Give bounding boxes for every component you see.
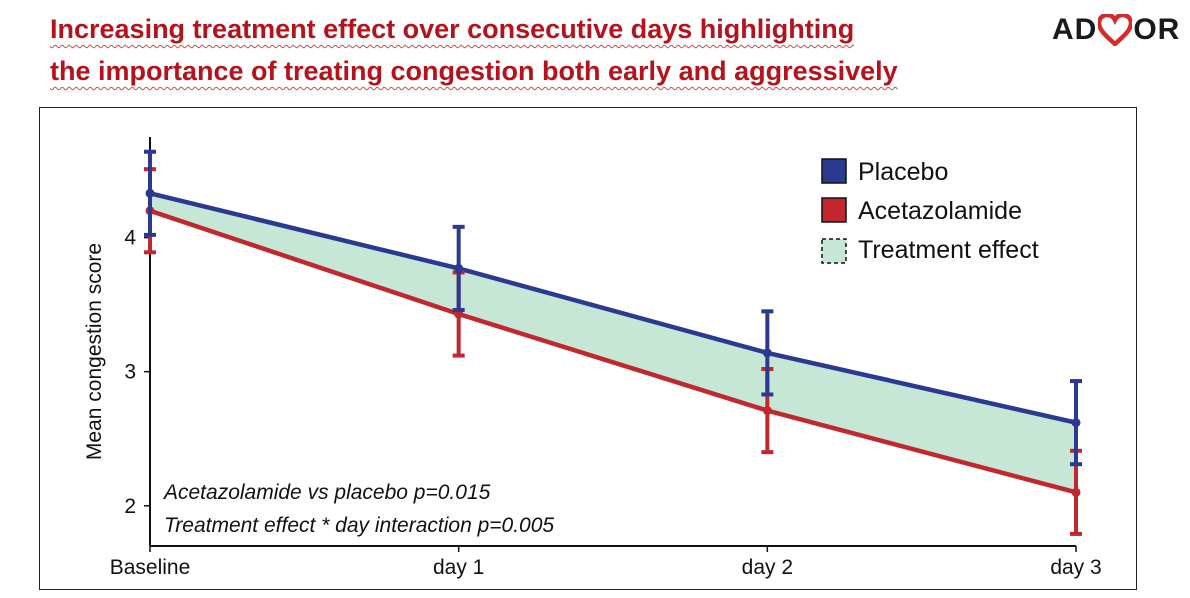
y-tick-label-4: 4 bbox=[124, 227, 136, 250]
x-tick-label-baseline: Baseline bbox=[110, 556, 191, 579]
x-tick-label-day-3: day 3 bbox=[1050, 556, 1101, 579]
y-axis-label: Mean congestion score bbox=[83, 243, 106, 460]
acetazolamide-point-day-3 bbox=[1071, 487, 1081, 497]
treatment-effect-area bbox=[150, 193, 1076, 493]
annotation-2: Treatment effect * day interaction p=0.0… bbox=[164, 514, 554, 537]
legend-label-treatment-effect: Treatment effect bbox=[858, 236, 1039, 264]
legend-label-placebo: Placebo bbox=[858, 158, 948, 186]
series-layer bbox=[144, 149, 1082, 536]
placebo-point-baseline bbox=[145, 188, 155, 198]
x-tick-label-day-2: day 2 bbox=[742, 556, 793, 579]
axes: 2 3 4 Baseline day 1 day 2 day 3 Mean congestio… bbox=[83, 137, 1102, 579]
annotation-1: Acetazolamide vs placebo p=0.015 bbox=[162, 481, 491, 504]
slide-title: Increasing treatment effect over consecu… bbox=[50, 8, 898, 92]
slide-title-line-1: Increasing treatment effect over consecu… bbox=[50, 14, 855, 44]
placebo-point-day-1 bbox=[454, 263, 464, 273]
x-tick-label-day-1: day 1 bbox=[433, 556, 484, 579]
legend-label-acetazolamide: Acetazolamide bbox=[858, 197, 1022, 225]
advor-logo: AD OR bbox=[1052, 10, 1180, 50]
y-tick-label-3: 3 bbox=[124, 361, 136, 384]
legend: Placebo Acetazolamide Treatment effect bbox=[821, 158, 1039, 264]
legend-swatch-placebo bbox=[821, 158, 847, 184]
heart-icon bbox=[1098, 14, 1133, 46]
logo-text-left: AD bbox=[1052, 13, 1098, 46]
placebo-line bbox=[149, 191, 1077, 425]
acetazolamide-line bbox=[149, 208, 1077, 495]
legend-swatch-acetazolamide bbox=[821, 197, 847, 223]
slide-title-line-2: the importance of treating congestion bo… bbox=[50, 56, 898, 86]
placebo-point-day-3 bbox=[1071, 418, 1081, 428]
acetazolamide-point-day-2 bbox=[762, 406, 772, 416]
y-tick-label-2: 2 bbox=[124, 495, 136, 518]
placebo-point-day-2 bbox=[762, 348, 772, 358]
treatment-effect-area-layer bbox=[150, 193, 1076, 493]
logo-text-right: OR bbox=[1133, 13, 1181, 46]
congestion-chart: 2 3 4 Baseline day 1 day 2 day 3 Mean congestio… bbox=[83, 137, 1102, 579]
annotations: Acetazolamide vs placebo p=0.015 Treatmen… bbox=[162, 481, 554, 537]
legend-swatch-treatment-effect bbox=[821, 238, 847, 264]
